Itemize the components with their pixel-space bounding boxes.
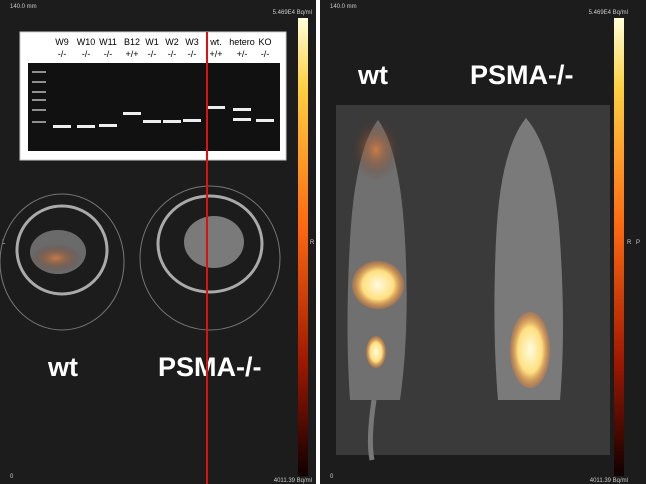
gel-band: [256, 119, 274, 122]
side-left: L: [2, 240, 6, 246]
lane-name: W9: [55, 37, 69, 47]
label-wt: wt: [47, 352, 78, 382]
side-right: R: [627, 240, 632, 246]
lane-genotype: -/-: [148, 49, 157, 59]
lane-name: W10: [77, 37, 96, 47]
lane-name: wt.: [209, 37, 222, 47]
gel-band: [163, 120, 181, 123]
gel-band: [77, 125, 95, 128]
label-ko: PSMA-/-: [470, 60, 574, 90]
lane-genotype: +/-: [237, 49, 248, 59]
gel: [28, 63, 280, 151]
lane-name: hetero: [229, 37, 255, 47]
lane-genotype: -/-: [168, 49, 177, 59]
side-right-2: P: [636, 240, 640, 246]
gel-band: [233, 118, 251, 121]
gel-band: [143, 120, 161, 123]
gel-band: [183, 119, 201, 122]
lane-name: W3: [185, 37, 199, 47]
max-label: 5.469E4 Bq/ml: [273, 10, 312, 16]
lane-genotype: +/+: [209, 49, 222, 59]
lane-genotype: +/+: [125, 49, 138, 59]
min-label: 4011.39 Bq/ml: [274, 478, 312, 484]
lane-name: B12: [124, 37, 140, 47]
lane-genotype: -/-: [58, 49, 67, 59]
side-right: R: [310, 240, 315, 246]
lane-name: KO: [258, 37, 271, 47]
label-ko: PSMA-/-: [158, 352, 262, 382]
gel-band: [99, 124, 117, 127]
max-label: 5.469E4 Bq/ml: [589, 10, 628, 16]
scale-bottom: 0: [10, 474, 14, 480]
coronal-scans: [336, 105, 610, 461]
lane-name: W1: [145, 37, 159, 47]
gel-band: [207, 106, 225, 109]
gel-band: [53, 125, 71, 128]
lane-genotype: -/-: [261, 49, 270, 59]
gel-band: [233, 108, 251, 111]
scale-top: 140.0 mm: [10, 4, 37, 10]
colorbar: [614, 18, 624, 476]
lane-name: W2: [165, 37, 179, 47]
lane-genotype: -/-: [188, 49, 197, 59]
axial-scans: [0, 185, 281, 331]
colorbar: [298, 18, 308, 476]
scale-top: 140.0 mm: [330, 4, 357, 10]
gel-band: [123, 112, 141, 115]
min-label: 4011.39 Bq/ml: [590, 478, 628, 484]
lane-genotype: -/-: [82, 49, 91, 59]
lane-name: W11: [99, 37, 117, 47]
ladder: [32, 71, 46, 123]
label-wt: wt: [357, 60, 388, 90]
lane-genotype: -/-: [104, 49, 113, 59]
scale-bottom: 0: [330, 474, 334, 480]
